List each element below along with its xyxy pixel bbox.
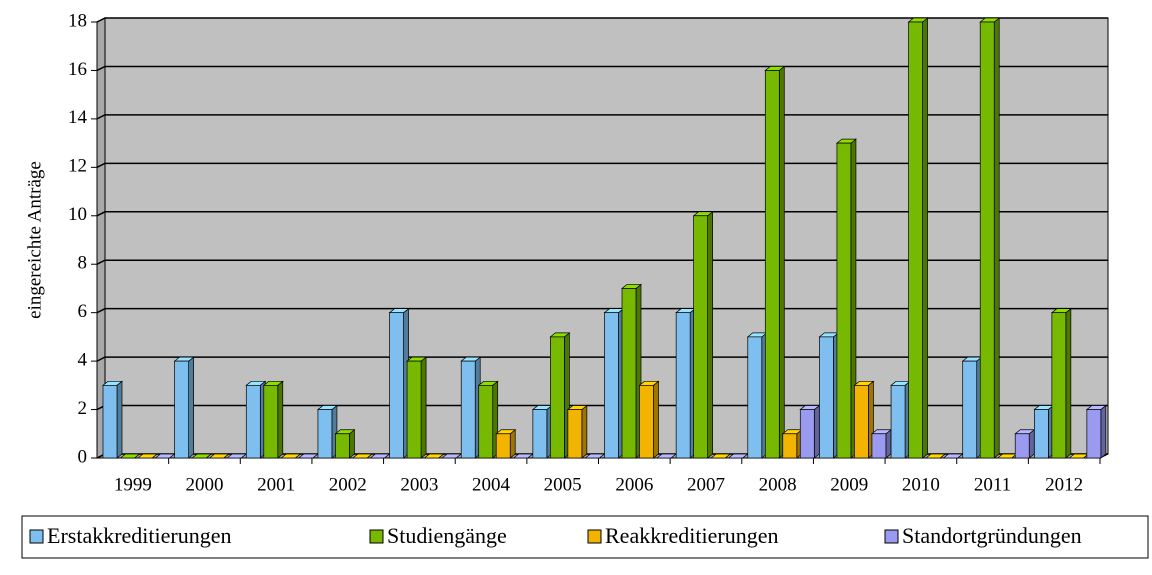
bar <box>1086 409 1102 459</box>
bar-top <box>208 453 230 459</box>
y-axis-label: eingereichte Anträge <box>24 161 45 319</box>
y-tick-label: 10 <box>68 204 87 225</box>
legend-label: Standortgründungen <box>902 523 1082 548</box>
bar-side <box>1028 429 1035 459</box>
bar <box>854 384 869 459</box>
legend-label: Studiengänge <box>387 523 507 548</box>
bar <box>317 409 333 459</box>
bar-side <box>993 17 1000 459</box>
bar <box>245 384 261 459</box>
bar <box>263 384 279 459</box>
bar <box>460 360 476 459</box>
bar <box>962 360 978 459</box>
x-tick-label: 2005 <box>544 474 582 495</box>
bar <box>532 409 548 459</box>
y-tick-label: 12 <box>68 156 87 177</box>
x-tick-label: 2003 <box>400 474 438 495</box>
x-tick-label: 2009 <box>830 474 868 495</box>
y-tick-label: 6 <box>78 301 88 322</box>
x-tick-label: 2002 <box>329 474 367 495</box>
bar <box>1051 312 1067 459</box>
x-tick-label: 2007 <box>687 474 725 495</box>
y-tick-label: 2 <box>78 398 88 419</box>
bar <box>747 336 763 459</box>
bar <box>819 336 834 459</box>
bar <box>693 215 708 459</box>
bar <box>406 360 422 459</box>
bar <box>1014 433 1030 459</box>
bar <box>567 409 583 459</box>
bar-top <box>191 453 213 459</box>
bar <box>979 21 995 459</box>
bar-side <box>813 404 820 459</box>
bar <box>782 433 798 459</box>
bar <box>389 312 404 459</box>
grid-line <box>96 17 1108 23</box>
x-tick-label: 2011 <box>974 474 1011 495</box>
x-tick-label: 2010 <box>902 474 940 495</box>
bar-top <box>119 453 141 459</box>
bar-side <box>707 211 713 459</box>
bar-side <box>581 404 588 459</box>
x-tick-label: 2008 <box>759 474 797 495</box>
bar-side <box>885 429 892 459</box>
bar <box>102 384 118 459</box>
legend-box <box>21 515 1149 559</box>
bar <box>1034 409 1049 459</box>
y-tick-label: 16 <box>68 59 87 80</box>
bar <box>675 312 691 459</box>
bar <box>621 288 637 459</box>
x-tick-label: 1999 <box>114 474 152 495</box>
bar-top <box>710 453 732 459</box>
x-tick-label: 2012 <box>1045 474 1083 495</box>
bar-top <box>137 453 158 459</box>
bar-top <box>925 453 947 459</box>
bar <box>764 70 780 459</box>
y-tick-label: 18 <box>68 10 87 31</box>
bar-side <box>653 380 659 459</box>
bar <box>836 142 852 459</box>
bar-top <box>423 453 445 459</box>
bar <box>174 360 189 459</box>
y-tick-label: 8 <box>78 253 88 274</box>
bar <box>550 336 565 459</box>
bar-side <box>1100 404 1107 459</box>
bar <box>495 433 511 459</box>
y-tick-label: 14 <box>68 107 88 128</box>
legend-swatch <box>29 529 44 544</box>
bar-side <box>1065 307 1072 459</box>
y-tick-label: 4 <box>78 349 88 370</box>
legend-swatch <box>587 529 602 544</box>
bar <box>890 384 906 459</box>
bar <box>604 312 619 459</box>
bar-side <box>349 429 355 459</box>
bar-top <box>351 453 373 459</box>
x-tick-label: 2000 <box>185 474 223 495</box>
bar <box>871 433 887 459</box>
legend-label: Erstakkreditierungen <box>47 523 232 548</box>
bar <box>639 384 654 459</box>
bar-side <box>778 65 785 459</box>
bar <box>335 433 350 459</box>
bar <box>908 21 923 459</box>
bar <box>478 384 494 459</box>
bar-side <box>277 380 284 459</box>
y-tick-label: 0 <box>78 446 88 467</box>
bar-side <box>922 17 928 459</box>
bar <box>799 409 815 459</box>
x-tick-label: 2001 <box>257 474 295 495</box>
x-tick-label: 2004 <box>472 474 511 495</box>
x-tick-label: 2006 <box>615 474 653 495</box>
bar-side <box>188 356 194 459</box>
bar-top <box>280 453 302 459</box>
bar-side <box>420 356 427 459</box>
legend-swatch <box>369 529 384 544</box>
bar-side <box>116 380 123 459</box>
legend-label: Reakkreditierungen <box>605 523 779 548</box>
bar-side <box>509 429 516 459</box>
legend-swatch <box>884 529 899 544</box>
